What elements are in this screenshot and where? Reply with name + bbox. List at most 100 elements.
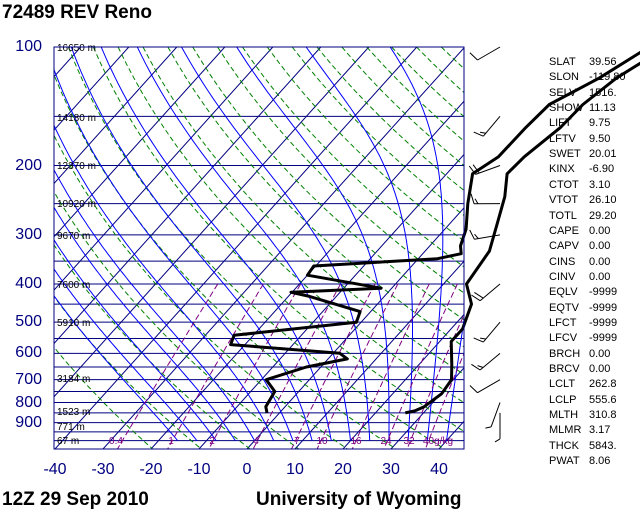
mixing-ratio-line bbox=[424, 352, 464, 449]
dry-adiabat bbox=[192, 47, 464, 321]
moist-adiabat bbox=[54, 68, 294, 441]
mixing-ratio-line bbox=[406, 313, 464, 449]
index-row: CAPE 0.00 bbox=[549, 225, 610, 238]
wind-barb bbox=[473, 115, 501, 137]
dry-adiabat bbox=[167, 47, 464, 348]
index-row: CAPV 0.00 bbox=[549, 240, 610, 253]
index-name: CINS bbox=[549, 255, 576, 268]
index-value: 20.01 bbox=[589, 148, 617, 161]
mixing-ratio-label: 2 bbox=[209, 436, 215, 447]
wind-barb bbox=[469, 379, 501, 394]
dry-adiabat bbox=[117, 47, 464, 404]
isotherm-line bbox=[54, 47, 178, 185]
mixing-ratio-label: 4 bbox=[253, 436, 259, 447]
index-name: LFCT bbox=[549, 316, 577, 329]
dry-adiabat bbox=[92, 47, 464, 432]
index-value: 0.00 bbox=[589, 224, 611, 237]
moist-adiabat bbox=[54, 206, 236, 441]
index-name: LCLT bbox=[549, 378, 576, 391]
sounding-time: 12Z 29 Sep 2010 bbox=[2, 489, 149, 510]
index-value: 0.00 bbox=[589, 255, 611, 268]
index-value: 3.10 bbox=[589, 178, 611, 191]
temperature-tick-label: -10 bbox=[187, 461, 211, 478]
index-value: -9999 bbox=[589, 286, 618, 299]
index-row: THCK 5843. bbox=[549, 440, 617, 453]
index-name: SLON bbox=[549, 71, 579, 84]
index-value: 3.17 bbox=[589, 424, 611, 437]
height-label: 5910 m bbox=[57, 318, 90, 329]
index-name: LFTV bbox=[549, 132, 576, 145]
wind-barb bbox=[468, 164, 501, 175]
pressure-tick-label: 900 bbox=[15, 413, 42, 431]
index-value: 262.8 bbox=[589, 378, 617, 391]
index-value: 9.50 bbox=[589, 132, 611, 145]
pressure-tick-label: 300 bbox=[15, 225, 42, 243]
index-name: LCLP bbox=[549, 393, 577, 406]
index-name: KINX bbox=[549, 163, 575, 176]
index-row: EQTV -9999 bbox=[549, 302, 617, 315]
wind-barbs bbox=[468, 46, 501, 443]
index-row: TOTL 29.20 bbox=[549, 210, 617, 223]
wind-barb bbox=[485, 402, 501, 429]
isotherm-line bbox=[150, 100, 464, 449]
index-value: 0.00 bbox=[589, 347, 611, 360]
index-name: EQLV bbox=[549, 286, 578, 299]
index-row: KINX -6.90 bbox=[549, 163, 614, 176]
pressure-tick-label: 700 bbox=[15, 370, 42, 388]
moist-adiabat bbox=[54, 239, 217, 441]
dry-adiabat bbox=[54, 134, 348, 449]
sounding-profiles bbox=[229, 50, 640, 415]
temperature-tick-label: 40 bbox=[430, 461, 448, 478]
moist-adiabat bbox=[181, 47, 371, 441]
moist-adiabat bbox=[54, 268, 198, 442]
temperature-tick-label: 0 bbox=[242, 461, 252, 478]
mixing-ratio-line bbox=[252, 283, 341, 449]
index-name: LIFT bbox=[549, 117, 572, 130]
pressure-tick-label: 800 bbox=[15, 393, 42, 411]
height-label: 10920 m bbox=[57, 199, 96, 210]
isotherm-line bbox=[54, 47, 418, 449]
mixing-ratio-label: 24 bbox=[380, 436, 392, 447]
mixing-ratio-line bbox=[167, 283, 264, 449]
station-title: 72489 REV Reno bbox=[2, 2, 152, 23]
index-name: CAPE bbox=[549, 224, 579, 237]
moist-adiabat bbox=[136, 47, 351, 441]
dry-adiabat bbox=[54, 190, 299, 449]
index-name: BRCH bbox=[549, 347, 581, 360]
index-row: LFTV 9.50 bbox=[549, 133, 610, 146]
height-label: 3184 m bbox=[57, 374, 90, 385]
index-value: -6.90 bbox=[589, 163, 615, 176]
isotherm-line bbox=[54, 47, 370, 398]
index-name: MLMR bbox=[549, 424, 582, 437]
index-name: SLAT bbox=[549, 56, 576, 68]
dry-adiabat bbox=[54, 244, 251, 449]
moist-adiabat bbox=[54, 294, 179, 442]
plot-frame bbox=[53, 46, 465, 450]
index-value: 8.06 bbox=[589, 455, 611, 468]
index-row: CINS 0.00 bbox=[549, 256, 610, 269]
index-name: PWAT bbox=[549, 455, 580, 468]
height-label: 9670 m bbox=[57, 231, 90, 242]
index-name: LFCV bbox=[549, 332, 578, 345]
isotherm-line bbox=[54, 47, 226, 238]
index-row: VTOT 26.10 bbox=[549, 194, 617, 207]
index-value: -9999 bbox=[589, 301, 618, 314]
mixing-ratio-label: 40g/kg bbox=[423, 436, 453, 447]
height-label: 12370 m bbox=[57, 161, 96, 172]
temperature-tick-label: -30 bbox=[91, 461, 115, 478]
index-row: BRCH 0.00 bbox=[549, 348, 610, 361]
index-row: LIFT 9.75 bbox=[549, 117, 610, 130]
wind-barb bbox=[470, 193, 501, 205]
temperature-tick-label: 20 bbox=[334, 461, 352, 478]
index-row: MLMR 3.17 bbox=[549, 424, 610, 437]
wind-barb bbox=[473, 321, 501, 343]
index-value: 39.56 bbox=[589, 56, 617, 68]
pressure-tick-label: 100 bbox=[15, 38, 42, 55]
wind-barb bbox=[494, 412, 501, 443]
index-value: 29.20 bbox=[589, 209, 617, 222]
index-name: CTOT bbox=[549, 178, 579, 191]
index-value: 9.75 bbox=[589, 117, 611, 130]
mixing-ratio-label: 7 bbox=[294, 436, 300, 447]
pressure-tick-label: 500 bbox=[15, 313, 42, 331]
